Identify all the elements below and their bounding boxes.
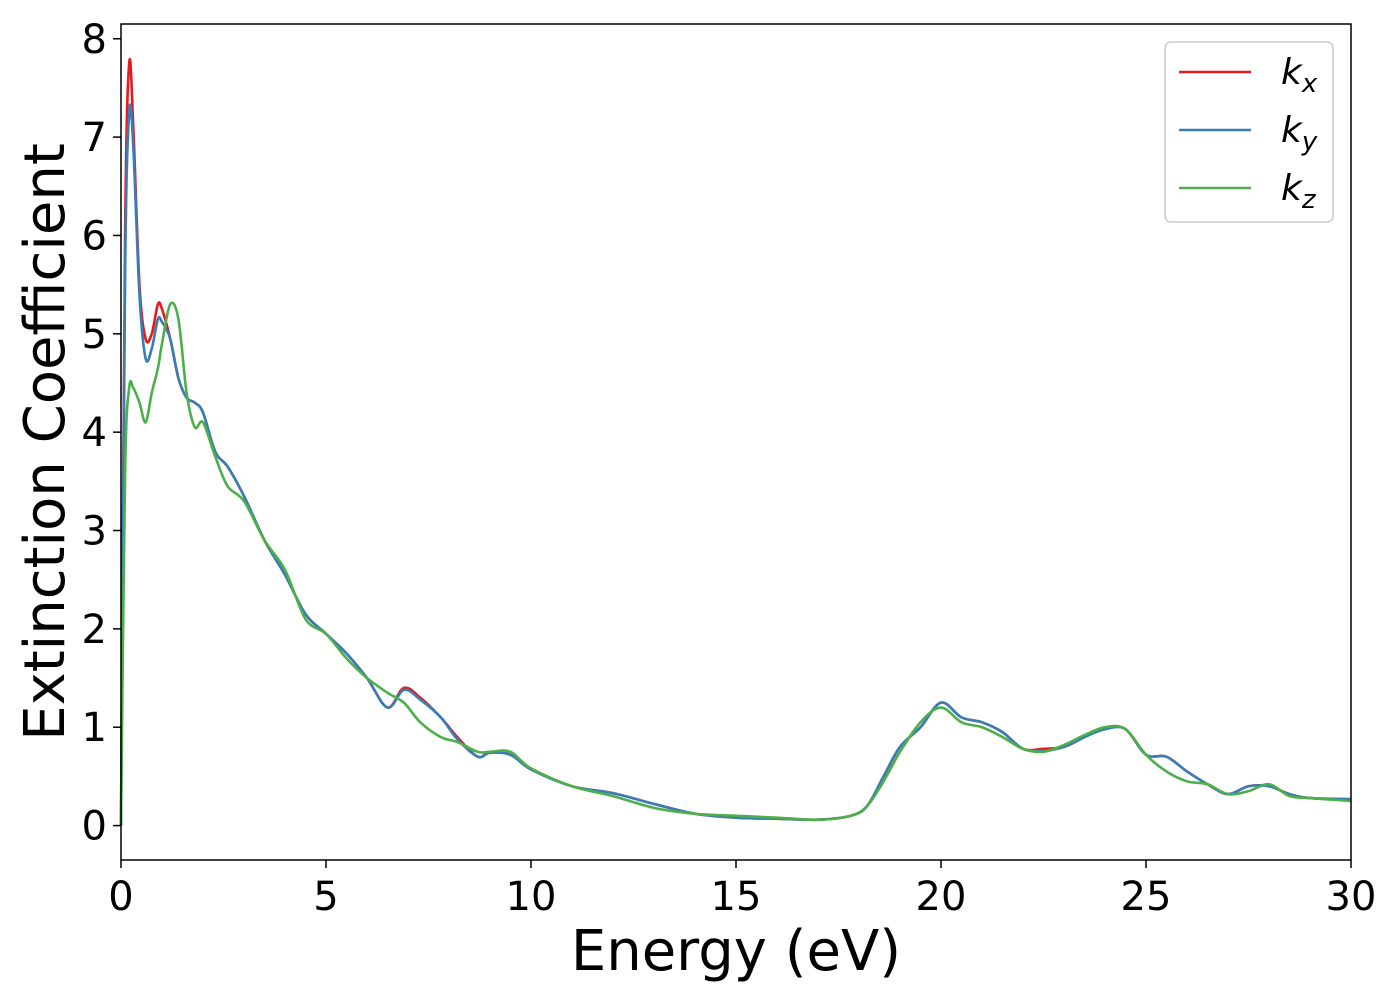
y-tick-label: 1 [82,705,107,751]
y-tick-label: 4 [82,410,107,456]
y-axis-title: Extinction Coefficient [13,143,78,741]
x-tick-label: 20 [916,874,967,920]
y-axis: 0 1 2 3 4 5 6 7 8 [82,17,121,850]
series-line-ky [119,103,1352,826]
series-line-kz [119,301,1352,826]
legend: kx ky kz [1164,41,1334,223]
legend-label-ky: ky [1281,110,1318,157]
x-tick-label: 25 [1121,874,1172,920]
series-lines [119,58,1352,826]
y-tick-label: 6 [82,213,107,259]
x-tick-label: 5 [313,874,338,920]
x-tick-label: 10 [506,874,557,920]
x-axis-title: Energy (eV) [571,919,901,984]
y-tick-label: 5 [82,312,107,358]
legend-box [1164,41,1334,223]
legend-label-kx: kx [1281,52,1318,99]
x-tick-label: 15 [711,874,762,920]
y-tick-label: 0 [82,804,107,850]
y-tick-label: 2 [82,607,107,653]
y-tick-label: 7 [82,115,107,161]
y-tick-label: 8 [82,17,107,63]
x-tick-label: 0 [108,874,133,920]
x-axis: 0 5 10 15 20 25 30 [108,860,1376,920]
y-tick-label: 3 [82,509,107,555]
legend-label-kz: kz [1281,168,1317,215]
x-tick-label: 30 [1326,874,1377,920]
